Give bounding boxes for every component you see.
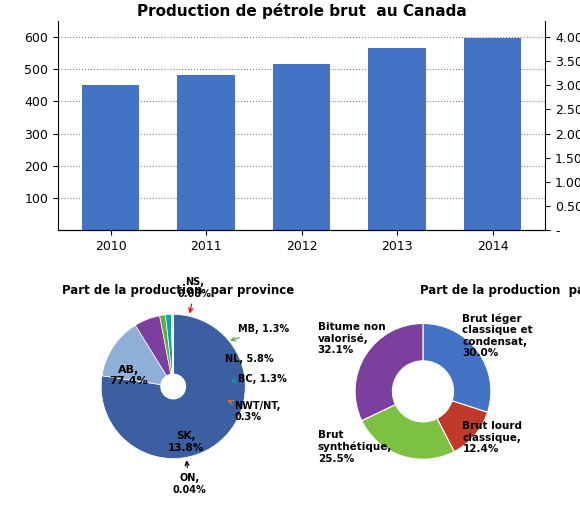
Circle shape bbox=[160, 373, 186, 399]
Text: AB,
77.4%: AB, 77.4% bbox=[109, 365, 148, 387]
Wedge shape bbox=[135, 316, 173, 386]
Wedge shape bbox=[355, 323, 423, 421]
Bar bbox=[273, 64, 330, 230]
Text: BC, 1.3%: BC, 1.3% bbox=[232, 375, 287, 384]
Wedge shape bbox=[171, 314, 173, 386]
Wedge shape bbox=[102, 325, 173, 386]
Wedge shape bbox=[423, 323, 491, 412]
Wedge shape bbox=[362, 405, 454, 459]
Wedge shape bbox=[437, 401, 488, 452]
Text: MB, 1.3%: MB, 1.3% bbox=[231, 324, 289, 341]
Text: Part de la production  par type de brut: Part de la production par type de brut bbox=[419, 284, 580, 297]
Text: NL, 5.8%: NL, 5.8% bbox=[225, 354, 274, 364]
Text: Brut
synthétique,
25.5%: Brut synthétique, 25.5% bbox=[318, 430, 392, 464]
Text: Part de la production  par province: Part de la production par province bbox=[61, 284, 294, 297]
Text: ON,
0.04%: ON, 0.04% bbox=[172, 462, 206, 495]
Text: Brut léger
classique et
condensat,
30.0%: Brut léger classique et condensat, 30.0% bbox=[462, 313, 533, 358]
Text: NS,
0.08%: NS, 0.08% bbox=[178, 277, 212, 312]
Bar bbox=[368, 48, 426, 230]
Wedge shape bbox=[102, 314, 245, 459]
Wedge shape bbox=[165, 314, 173, 386]
Text: NWT/NT,
0.3%: NWT/NT, 0.3% bbox=[229, 400, 281, 423]
Bar bbox=[82, 85, 139, 230]
Wedge shape bbox=[160, 315, 173, 386]
Text: Brut lourd
classique,
12.4%: Brut lourd classique, 12.4% bbox=[462, 421, 523, 454]
Text: Bitume non
valorisé,
32.1%: Bitume non valorisé, 32.1% bbox=[318, 322, 385, 355]
Title: Production de pétrole brut  au Canada: Production de pétrole brut au Canada bbox=[137, 3, 466, 19]
Bar bbox=[464, 38, 521, 230]
Wedge shape bbox=[172, 314, 173, 386]
Bar bbox=[177, 75, 235, 230]
Text: SK,
13.8%: SK, 13.8% bbox=[168, 431, 204, 453]
